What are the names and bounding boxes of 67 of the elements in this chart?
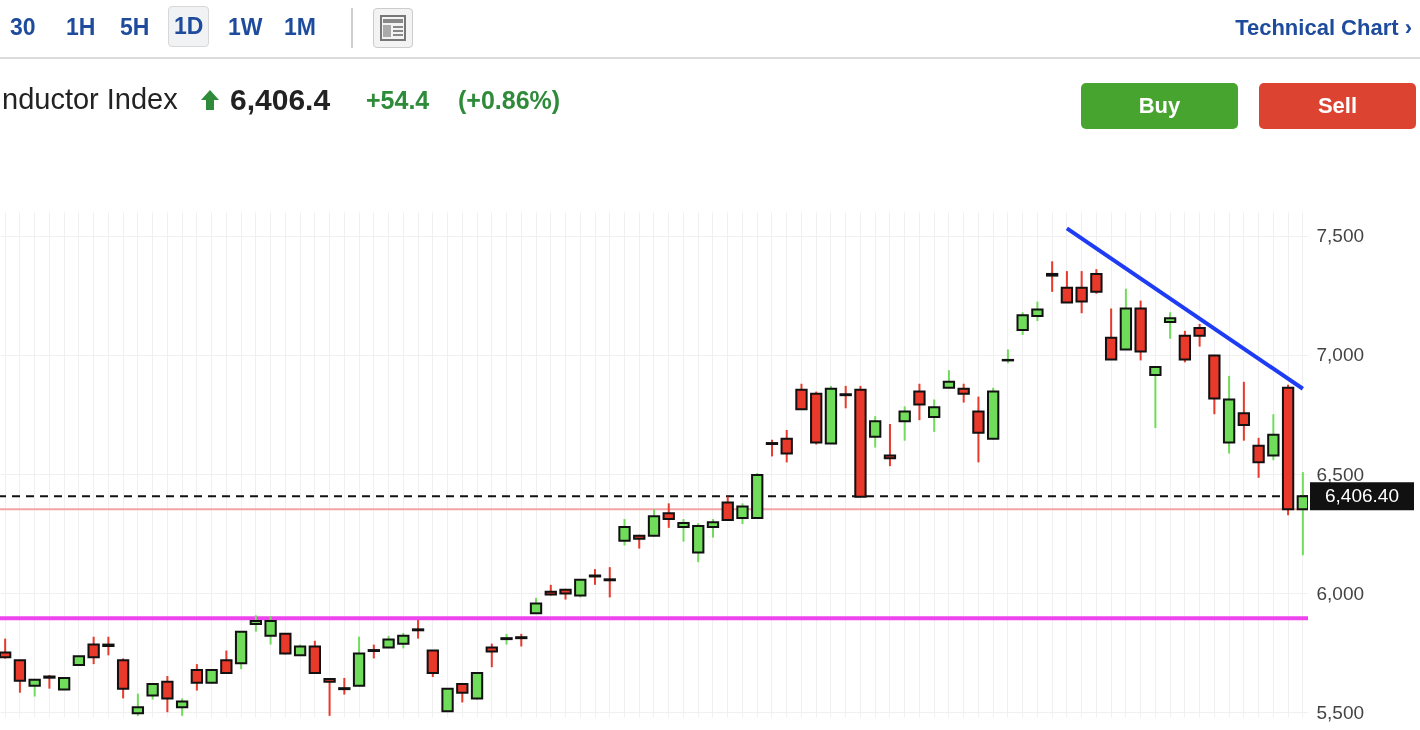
candlestick [1252,436,1265,479]
candlestick [603,566,616,599]
candlestick [0,637,12,660]
candlestick [795,382,808,411]
candlestick [972,395,985,464]
candlestick [1031,300,1044,323]
text: (+0.86%) [458,86,561,115]
candlestick [928,398,941,433]
text: Sell [1259,83,1416,129]
candlestick [426,649,439,678]
text: 1W [228,14,263,41]
candlestick [220,649,233,675]
candlestick [1016,311,1029,336]
y-tick-label: 7,000 [1316,344,1365,366]
candlestick [1163,311,1177,340]
text: 5H [120,14,150,41]
text: Technical Chart › [1235,15,1412,41]
text: +54.4 [366,86,430,115]
candlestick [780,428,793,464]
text: 1H [66,14,96,41]
candlestick [1045,260,1059,293]
chart-title: nductor Index [2,83,178,116]
y-tick-label: 5,500 [1316,701,1365,723]
candlestick [839,384,852,410]
candlestick [1178,329,1192,364]
candlestick [913,382,926,422]
candlestick [411,619,425,640]
candlestick [1237,380,1251,442]
candlestick [1090,268,1103,295]
text: 1D [168,6,210,47]
candlestick [456,682,469,704]
candlestick [131,692,145,717]
candlestick [677,518,690,543]
text: Buy [1081,83,1238,129]
candlestick [618,518,631,547]
y-tick-label: 6,000 [1316,582,1365,604]
candlestick [1267,413,1280,462]
candlestick [1149,365,1162,430]
candlestick [264,615,277,646]
y-tick-label: 7,500 [1316,225,1365,247]
candlestick [1104,307,1118,361]
candlestick [161,675,174,714]
candlestick [647,508,661,538]
candlestick [190,663,204,692]
candlestick [102,635,115,657]
candlestick [1193,322,1206,348]
candlestick [1075,270,1088,315]
candlestick [706,518,720,539]
candlestick [13,658,27,694]
candlestick [1060,270,1074,304]
candlestick [485,642,498,669]
text: 1M [284,14,316,41]
candlestick [87,635,100,666]
candlestick [942,369,956,390]
candlestick [898,405,911,442]
candlestick [736,502,749,526]
text: 30 [10,14,36,41]
candlestick [1296,471,1308,557]
candlestick [957,382,970,404]
candlestick [441,687,454,714]
text: 6,406.4 [230,83,331,117]
candlestick [883,423,897,468]
candlestick [662,502,675,529]
candlestick [323,677,336,717]
candlestick [869,415,882,449]
y-tick-label: 6,500 [1316,463,1365,485]
ref-line-label: 6,406.40 [1325,485,1399,507]
